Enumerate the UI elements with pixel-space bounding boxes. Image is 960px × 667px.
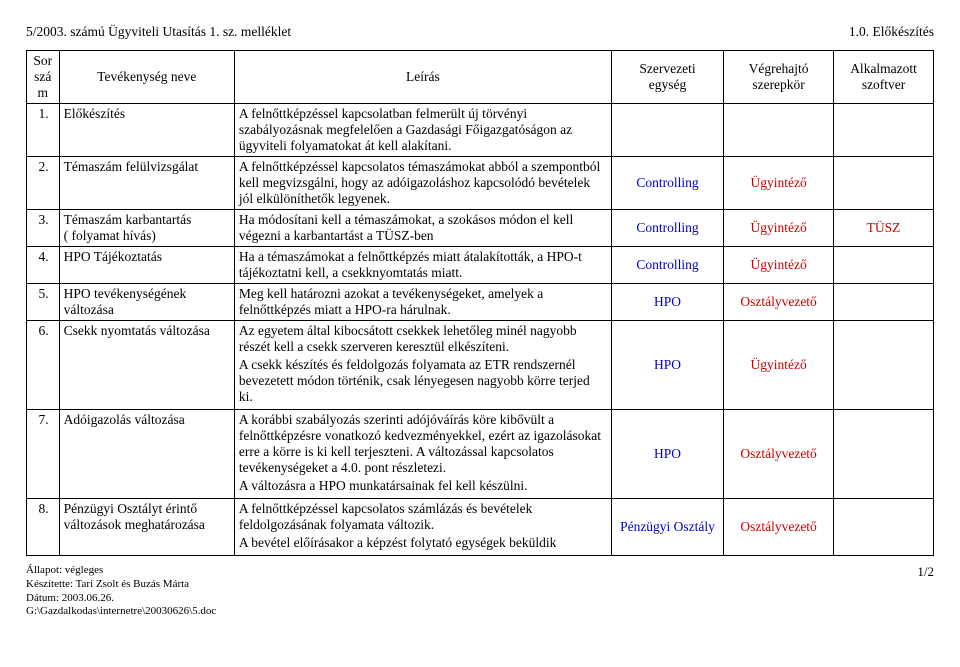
footer-path: G:\Gazdalkodas\internetre\20030626\5.doc <box>26 605 216 619</box>
cell-name: Csekk nyomtatás változása <box>59 321 234 410</box>
cell-desc: A korábbi szabályozás szerinti adójóváír… <box>234 410 611 499</box>
cell-desc: A felnőttképzéssel kapcsolatos számlázás… <box>234 499 611 556</box>
cell-org: HPO <box>611 410 723 499</box>
cell-num: 6. <box>27 321 60 410</box>
table-row: 7.Adóigazolás változásaA korábbi szabály… <box>27 410 934 499</box>
cell-soft <box>834 247 934 284</box>
cell-desc-para: A változásra a HPO munkatársainak fel ke… <box>239 478 607 494</box>
cell-role: Ügyintéző <box>724 210 834 247</box>
col-role: Végrehajtó szerepkör <box>724 51 834 104</box>
cell-name: HPO Tájékoztatás <box>59 247 234 284</box>
cell-role <box>724 104 834 157</box>
col-name: Tevékenység neve <box>59 51 234 104</box>
table-row: 6.Csekk nyomtatás változásaAz egyetem ál… <box>27 321 934 410</box>
cell-name: Pénzügyi Osztályt érintő változások megh… <box>59 499 234 556</box>
cell-num: 4. <box>27 247 60 284</box>
header-right: 1.0. Előkészítés <box>849 24 934 40</box>
process-table: Sor szá m Tevékenység neve Leírás Szerve… <box>26 50 934 556</box>
cell-num: 3. <box>27 210 60 247</box>
cell-role: Ügyintéző <box>724 247 834 284</box>
cell-num: 2. <box>27 157 60 210</box>
cell-num: 1. <box>27 104 60 157</box>
cell-name: Témaszám felülvizsgálat <box>59 157 234 210</box>
col-num: Sor szá m <box>27 51 60 104</box>
cell-soft <box>834 499 934 556</box>
footer-page: 1/2 <box>917 564 934 580</box>
cell-org: Controlling <box>611 247 723 284</box>
page-header: 5/2003. számú Ügyviteli Utasítás 1. sz. … <box>26 24 934 40</box>
cell-org: Controlling <box>611 157 723 210</box>
table-row: 4.HPO TájékoztatásHa a témaszámokat a fe… <box>27 247 934 284</box>
cell-soft: TÜSZ <box>834 210 934 247</box>
table-row: 1.ElőkészítésA felnőttképzéssel kapcsola… <box>27 104 934 157</box>
cell-desc: A felnőttképzéssel kapcsolatos témaszámo… <box>234 157 611 210</box>
cell-name: Témaszám karbantartás ( folyamat hívás) <box>59 210 234 247</box>
cell-org: Controlling <box>611 210 723 247</box>
cell-name: Előkészítés <box>59 104 234 157</box>
cell-desc: Ha a témaszámokat a felnőttképzés miatt … <box>234 247 611 284</box>
cell-num: 5. <box>27 284 60 321</box>
table-row: 8.Pénzügyi Osztályt érintő változások me… <box>27 499 934 556</box>
cell-soft <box>834 284 934 321</box>
cell-org: HPO <box>611 284 723 321</box>
col-desc: Leírás <box>234 51 611 104</box>
footer-date: Dátum: 2003.06.26. <box>26 592 216 606</box>
cell-num: 7. <box>27 410 60 499</box>
cell-role: Osztályvezető <box>724 284 834 321</box>
page-footer: Állapot: végleges Készítette: Tari Zsolt… <box>26 564 934 619</box>
cell-desc-para: A felnőttképzéssel kapcsolatos számlázás… <box>239 501 607 533</box>
cell-org <box>611 104 723 157</box>
cell-desc: Ha módosítani kell a témaszámokat, a szo… <box>234 210 611 247</box>
cell-role: Ügyintéző <box>724 321 834 410</box>
cell-role: Ügyintéző <box>724 157 834 210</box>
cell-desc: Az egyetem által kibocsátott csekkek leh… <box>234 321 611 410</box>
cell-soft <box>834 104 934 157</box>
cell-desc-para: A bevétel előírásakor a képzést folytató… <box>239 535 607 551</box>
cell-desc-para: A korábbi szabályozás szerinti adójóváír… <box>239 412 607 476</box>
col-org: Szervezeti egység <box>611 51 723 104</box>
footer-status: Állapot: végleges <box>26 564 216 578</box>
table-row: 2.Témaszám felülvizsgálatA felnőttképzés… <box>27 157 934 210</box>
header-left: 5/2003. számú Ügyviteli Utasítás 1. sz. … <box>26 24 291 40</box>
table-row: 5.HPO tevékenységének változásaMeg kell … <box>27 284 934 321</box>
cell-name: HPO tevékenységének változása <box>59 284 234 321</box>
cell-role: Osztályvezető <box>724 499 834 556</box>
table-header-row: Sor szá m Tevékenység neve Leírás Szerve… <box>27 51 934 104</box>
cell-role: Osztályvezető <box>724 410 834 499</box>
cell-desc: Meg kell határozni azokat a tevékenysége… <box>234 284 611 321</box>
cell-name: Adóigazolás változása <box>59 410 234 499</box>
cell-soft <box>834 410 934 499</box>
cell-num: 8. <box>27 499 60 556</box>
cell-desc-para: A csekk készítés és feldolgozás folyamat… <box>239 357 607 405</box>
cell-org: HPO <box>611 321 723 410</box>
table-row: 3.Témaszám karbantartás ( folyamat hívás… <box>27 210 934 247</box>
cell-desc: A felnőttképzéssel kapcsolatban felmerül… <box>234 104 611 157</box>
col-soft: Alkalmazott szoftver <box>834 51 934 104</box>
cell-soft <box>834 157 934 210</box>
cell-desc-para: Az egyetem által kibocsátott csekkek leh… <box>239 323 607 355</box>
cell-soft <box>834 321 934 410</box>
footer-author: Készítette: Tari Zsolt és Buzás Márta <box>26 578 216 592</box>
cell-org: Pénzügyi Osztály <box>611 499 723 556</box>
